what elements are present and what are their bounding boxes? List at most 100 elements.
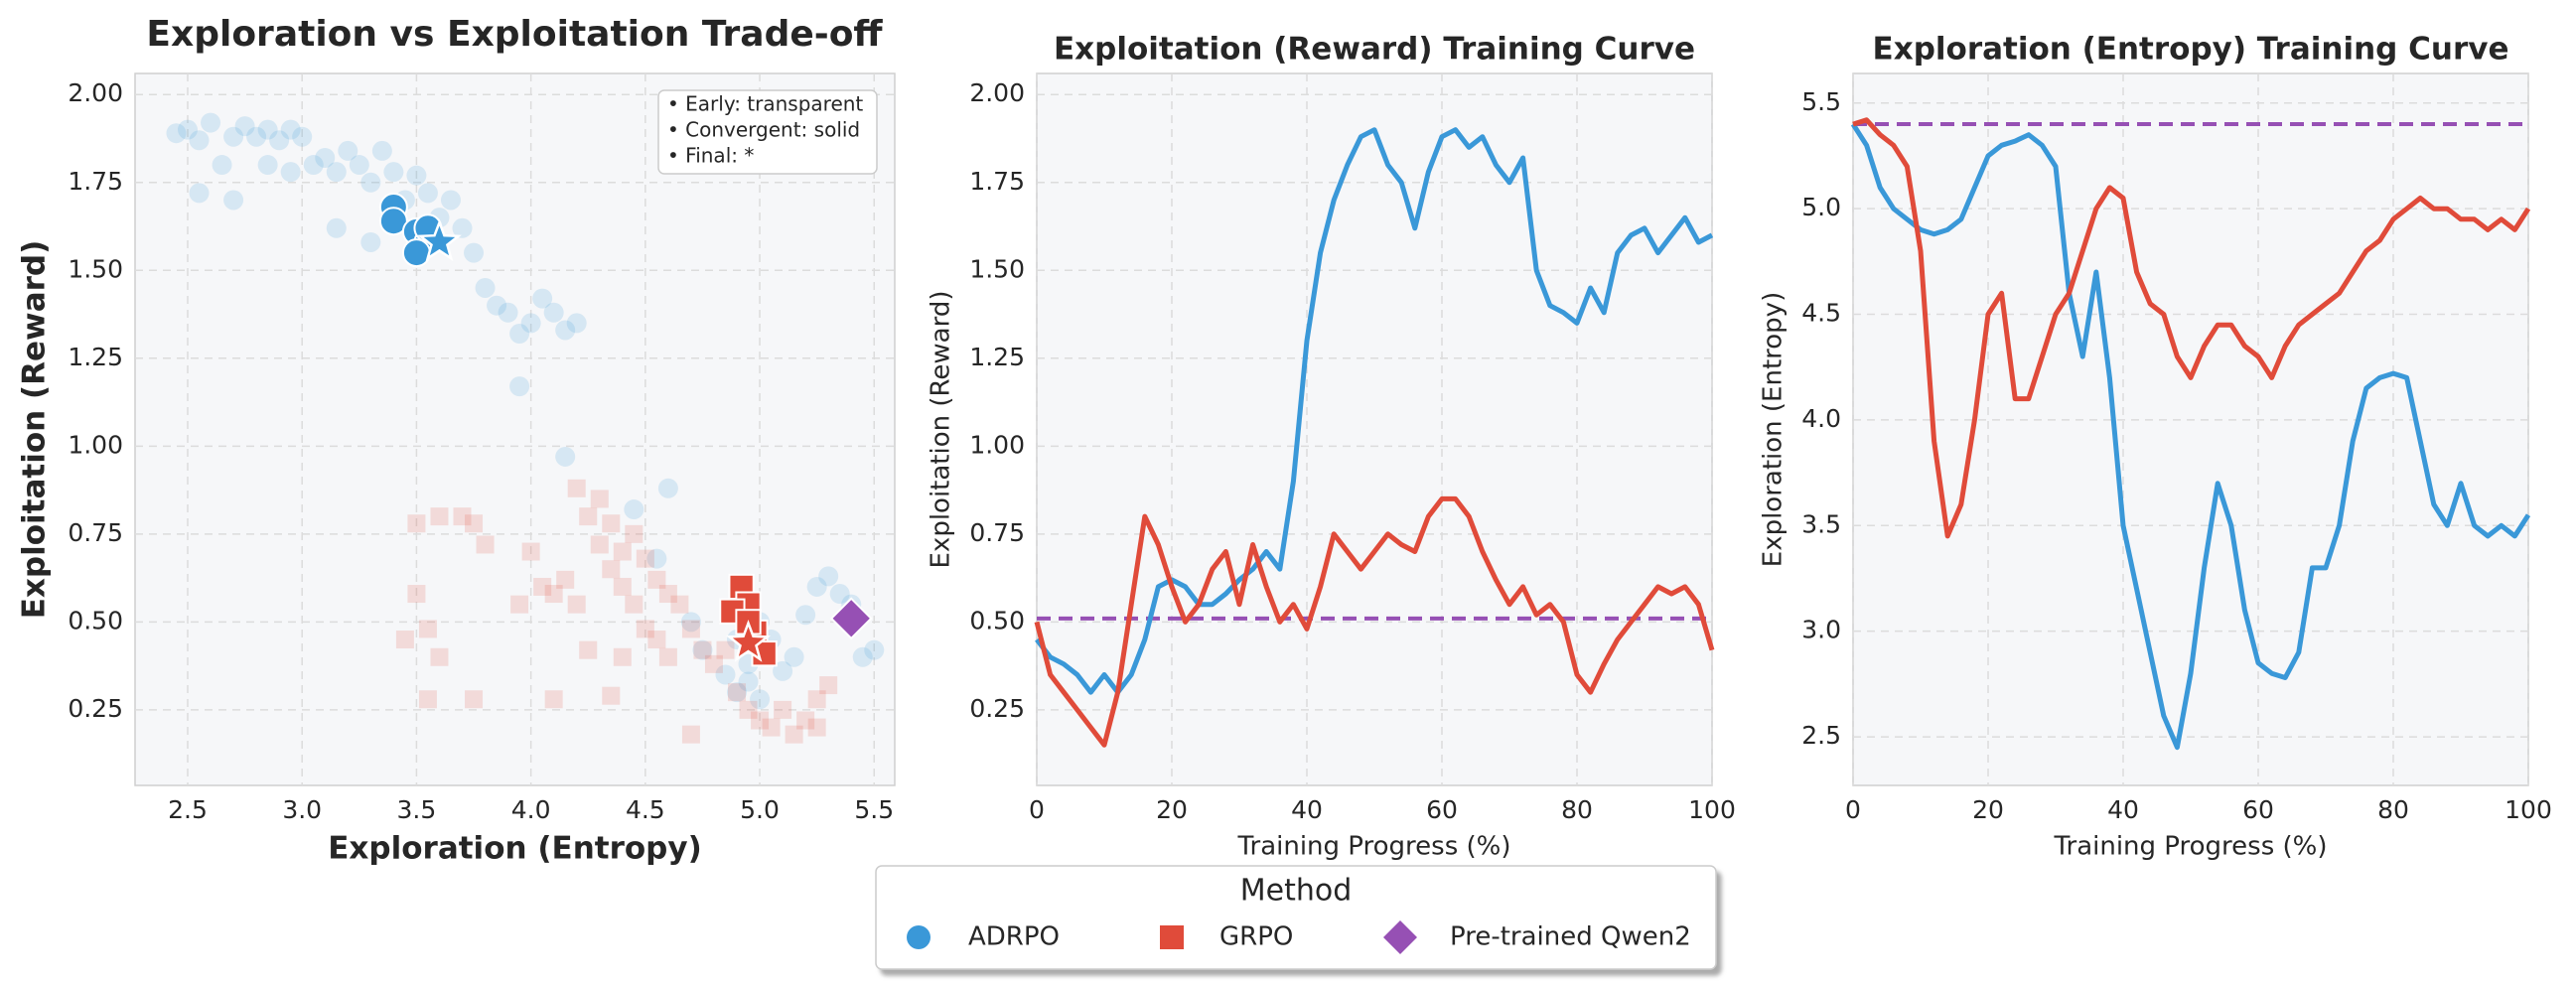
point — [280, 162, 301, 183]
point — [750, 689, 771, 710]
point — [864, 639, 885, 660]
point — [567, 479, 586, 497]
y-tick-label: 0.25 — [969, 694, 1025, 723]
annotation: • Final: * — [667, 144, 754, 168]
point — [533, 577, 552, 596]
y-tick-label: 1.00 — [969, 430, 1025, 459]
point — [658, 647, 677, 666]
point — [829, 597, 873, 640]
point — [579, 507, 598, 526]
x-tick-label: 4.5 — [626, 795, 665, 824]
point — [475, 277, 496, 298]
point — [807, 690, 826, 709]
x-tick-label: 80 — [1561, 795, 1593, 824]
point — [818, 566, 839, 587]
y-axis-label: Exploitation (Reward) — [927, 291, 956, 569]
point — [189, 183, 210, 204]
point — [819, 676, 838, 695]
y-axis-label: Exploitation (Reward) — [17, 240, 53, 620]
annotation: • Convergent: solid — [667, 118, 860, 142]
chart-title: Exploitation (Reward) Training Curve — [1054, 32, 1695, 68]
point — [257, 155, 278, 176]
point — [739, 700, 758, 719]
point — [636, 620, 654, 638]
point — [784, 646, 804, 667]
point — [715, 664, 736, 685]
y-tick-label: 4.0 — [1801, 404, 1841, 433]
point — [647, 631, 666, 649]
point — [223, 126, 244, 147]
x-tick-label: 20 — [1156, 795, 1188, 824]
point — [692, 639, 713, 660]
y-tick-label: 0.50 — [68, 606, 123, 634]
converged-point — [401, 238, 431, 268]
point — [465, 690, 484, 709]
x-tick-label: 60 — [2242, 795, 2274, 824]
point — [395, 631, 414, 649]
plot-area — [134, 72, 896, 786]
y-tick-label: 5.5 — [1801, 87, 1841, 116]
point — [646, 548, 667, 569]
point — [177, 119, 198, 140]
y-tick-label: 1.75 — [969, 167, 1025, 196]
point — [657, 478, 678, 498]
point — [556, 570, 575, 589]
point — [326, 162, 347, 183]
point — [680, 612, 701, 633]
point — [727, 682, 748, 703]
x-axis-label: Training Progress (%) — [2053, 832, 2327, 862]
point — [440, 190, 461, 211]
y-tick-label: 3.5 — [1801, 509, 1841, 538]
point — [487, 295, 507, 316]
point — [852, 646, 873, 667]
y-tick-label: 2.5 — [1801, 721, 1841, 750]
x-tick-label: 0 — [1845, 795, 1861, 824]
point — [728, 683, 747, 702]
point — [269, 130, 290, 151]
point — [590, 535, 609, 554]
point — [326, 217, 347, 238]
point — [407, 585, 426, 604]
annotation: • Early: transparent — [667, 92, 863, 116]
legend-label: ADRPO — [968, 922, 1060, 952]
point — [613, 647, 632, 666]
point — [509, 376, 530, 397]
point — [303, 155, 324, 176]
annotation-box — [657, 89, 878, 175]
point — [453, 507, 472, 526]
y-tick-label: 2.00 — [969, 78, 1025, 107]
point — [670, 595, 689, 614]
point — [613, 542, 632, 561]
point — [658, 585, 677, 604]
point — [452, 217, 473, 238]
y-tick-label: 0.50 — [969, 606, 1025, 634]
point — [257, 119, 278, 140]
point — [625, 524, 644, 543]
legend-marker — [1160, 925, 1184, 949]
x-tick-label: 3.5 — [397, 795, 437, 824]
point — [498, 302, 518, 323]
point — [509, 324, 530, 345]
y-tick-label: 1.75 — [68, 167, 123, 196]
point — [349, 155, 369, 176]
point — [681, 725, 700, 744]
point — [807, 718, 826, 737]
point — [338, 140, 358, 161]
point — [681, 620, 700, 638]
x-tick-label: 40 — [2107, 795, 2139, 824]
point — [189, 130, 210, 151]
point — [774, 700, 792, 719]
point — [166, 123, 187, 144]
x-axis-label: Exploration (Entropy) — [328, 831, 701, 867]
line — [1850, 122, 2531, 751]
x-tick-label: 20 — [1972, 795, 2004, 824]
y-tick-label: 1.25 — [68, 343, 123, 371]
point — [704, 654, 723, 673]
point — [773, 660, 793, 681]
y-tick-label: 1.00 — [68, 430, 123, 459]
y-tick-label: 2.00 — [68, 78, 123, 107]
point — [520, 313, 541, 334]
point — [201, 112, 221, 133]
y-tick-label: 5.0 — [1801, 193, 1841, 221]
y-axis-label: Exploration (Entropy) — [1759, 292, 1789, 567]
